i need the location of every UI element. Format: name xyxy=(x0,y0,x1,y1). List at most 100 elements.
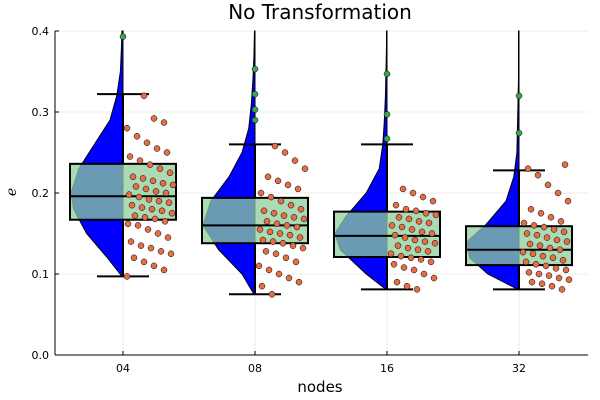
data-point xyxy=(407,254,415,262)
points-layer xyxy=(119,33,573,298)
data-point xyxy=(168,210,176,217)
data-point xyxy=(410,266,418,274)
data-point xyxy=(412,207,420,215)
data-point xyxy=(408,226,416,233)
data-point xyxy=(125,191,133,198)
data-point xyxy=(397,252,405,260)
data-point xyxy=(547,214,555,221)
data-point xyxy=(166,169,174,176)
data-point xyxy=(529,250,537,257)
data-point xyxy=(563,238,571,245)
data-point xyxy=(555,274,563,282)
y-tick-label: 0.3 xyxy=(32,106,50,119)
data-point xyxy=(413,286,421,293)
data-point xyxy=(290,214,298,221)
data-point xyxy=(564,197,572,205)
data-point xyxy=(275,270,283,278)
data-point xyxy=(135,193,143,201)
data-point xyxy=(123,124,131,132)
data-point xyxy=(285,274,293,282)
data-point xyxy=(152,188,160,195)
y-tick-label: 0.1 xyxy=(32,268,50,281)
data-point xyxy=(124,220,132,228)
data-point xyxy=(539,252,547,260)
ticks-layer: 0.0 0.1 0.2 0.3 0.4 04 08 16 32 xyxy=(32,25,527,375)
data-point xyxy=(281,149,289,156)
data-point xyxy=(295,278,303,286)
data-point xyxy=(405,215,413,223)
data-point xyxy=(552,265,560,272)
data-point xyxy=(158,207,166,215)
data-point xyxy=(131,212,139,219)
y-axis-label: e xyxy=(4,188,20,196)
data-point xyxy=(255,262,263,270)
data-point xyxy=(277,197,285,205)
data-point xyxy=(286,231,294,239)
data-point xyxy=(297,205,305,213)
outlier-point xyxy=(383,135,391,142)
data-point xyxy=(544,181,552,189)
data-point xyxy=(270,210,278,217)
data-point xyxy=(259,236,267,244)
data-point xyxy=(140,92,148,100)
data-point xyxy=(283,222,291,229)
data-point xyxy=(263,218,271,225)
data-point xyxy=(549,254,557,262)
data-point xyxy=(268,291,276,298)
data-point xyxy=(560,228,568,236)
data-point xyxy=(143,139,151,147)
data-point xyxy=(548,282,556,290)
data-point xyxy=(266,228,274,236)
data-point xyxy=(154,230,162,237)
data-point xyxy=(417,256,425,263)
data-point xyxy=(301,165,309,172)
data-point xyxy=(530,222,538,229)
data-point xyxy=(287,201,295,209)
outlier-point xyxy=(515,92,523,100)
data-point xyxy=(533,231,541,239)
data-point xyxy=(159,180,167,187)
data-point xyxy=(430,274,438,282)
x-tick-label: 08 xyxy=(248,362,262,375)
data-point xyxy=(524,165,532,172)
data-point xyxy=(147,244,155,252)
data-point xyxy=(394,242,402,249)
data-point xyxy=(291,157,299,164)
data-point xyxy=(419,193,427,201)
data-point xyxy=(280,212,288,219)
data-point xyxy=(422,210,430,217)
data-point xyxy=(129,173,137,181)
data-point xyxy=(404,244,412,252)
data-point xyxy=(271,142,279,150)
data-point xyxy=(274,177,282,185)
data-point xyxy=(269,238,277,245)
outlier-point xyxy=(251,65,259,73)
data-point xyxy=(429,197,437,205)
data-point xyxy=(272,250,280,257)
outlier-point xyxy=(251,106,259,113)
data-point xyxy=(546,244,554,252)
y-tick-label: 0.4 xyxy=(32,25,50,38)
data-point xyxy=(150,115,158,122)
data-point xyxy=(421,238,429,245)
data-point xyxy=(537,210,545,217)
data-point xyxy=(284,181,292,189)
data-point xyxy=(127,238,135,245)
data-point xyxy=(160,266,168,274)
data-point xyxy=(534,171,542,179)
data-point xyxy=(388,222,396,229)
data-point xyxy=(279,239,287,247)
data-point xyxy=(139,175,147,182)
data-point xyxy=(522,258,530,266)
data-point xyxy=(165,199,173,206)
data-point xyxy=(401,234,409,241)
data-point xyxy=(133,133,141,140)
data-point xyxy=(169,181,177,189)
data-point xyxy=(543,234,551,241)
data-point xyxy=(142,185,150,193)
data-point xyxy=(556,246,564,253)
x-axis-label: nodes xyxy=(297,378,342,396)
data-point xyxy=(415,218,423,225)
data-point xyxy=(276,230,284,237)
